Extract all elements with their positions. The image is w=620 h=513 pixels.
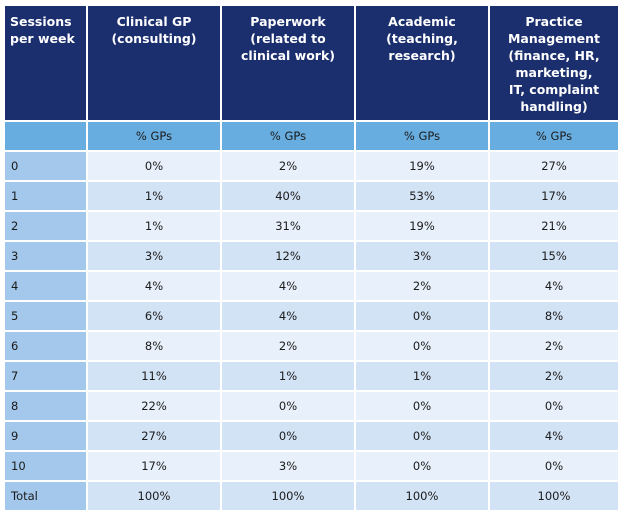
row-header-cell: 10 bbox=[5, 452, 86, 480]
row-header-cell: 4 bbox=[5, 272, 86, 300]
table-cell: 0% bbox=[490, 452, 618, 480]
row-header-cell: 8 bbox=[5, 392, 86, 420]
table-cell: 0% bbox=[356, 392, 488, 420]
table-cell: 0% bbox=[88, 152, 220, 180]
table-cell: 0% bbox=[222, 392, 354, 420]
table-row: 4 4% 4% 2% 4% bbox=[5, 272, 618, 300]
table-cell: 12% bbox=[222, 242, 354, 270]
table-cell: 1% bbox=[222, 362, 354, 390]
table-row: 10 17% 3% 0% 0% bbox=[5, 452, 618, 480]
table-cell: 0% bbox=[222, 422, 354, 450]
table-row: 9 27% 0% 0% 4% bbox=[5, 422, 618, 450]
header-text: Sessions per week bbox=[10, 14, 75, 46]
table-cell: 100% bbox=[356, 482, 488, 510]
column-header: Academic (teaching, research) bbox=[356, 6, 488, 120]
table-cell: 19% bbox=[356, 152, 488, 180]
table-row: 1 1% 40% 53% 17% bbox=[5, 182, 618, 210]
table-cell: 2% bbox=[222, 152, 354, 180]
row-header-cell: 1 bbox=[5, 182, 86, 210]
table-cell: 21% bbox=[490, 212, 618, 240]
table-cell: 11% bbox=[88, 362, 220, 390]
row-header-cell: 5 bbox=[5, 302, 86, 330]
table-cell: 2% bbox=[356, 272, 488, 300]
table-cell: 3% bbox=[222, 452, 354, 480]
table-cell: 1% bbox=[88, 182, 220, 210]
table-cell: 53% bbox=[356, 182, 488, 210]
table-row: 0 0% 2% 19% 27% bbox=[5, 152, 618, 180]
row-header-cell: 0 bbox=[5, 152, 86, 180]
table-cell: 17% bbox=[88, 452, 220, 480]
row-header-cell: Total bbox=[5, 482, 86, 510]
row-header-cell: 6 bbox=[5, 332, 86, 360]
table-cell: 27% bbox=[490, 152, 618, 180]
table-cell: 0% bbox=[356, 332, 488, 360]
table-row: Total 100% 100% 100% 100% bbox=[5, 482, 618, 510]
table-cell: 27% bbox=[88, 422, 220, 450]
table-cell: 0% bbox=[490, 392, 618, 420]
table-cell: 6% bbox=[88, 302, 220, 330]
table-cell: 1% bbox=[356, 362, 488, 390]
header-text: Practice Management (finance, HR, market… bbox=[507, 14, 600, 114]
row-header-cell: 2 bbox=[5, 212, 86, 240]
table-cell: 4% bbox=[490, 272, 618, 300]
table-cell: 4% bbox=[490, 422, 618, 450]
header-text: Paperwork (related to clinical work) bbox=[241, 14, 335, 63]
subheader-cell bbox=[5, 122, 86, 150]
table-cell: 15% bbox=[490, 242, 618, 270]
table-cell: 22% bbox=[88, 392, 220, 420]
subheader-row: % GPs % GPs % GPs % GPs bbox=[5, 122, 618, 150]
sessions-table: Sessions per week Clinical GP (consultin… bbox=[3, 4, 620, 512]
table-cell: 4% bbox=[222, 272, 354, 300]
table-cell: 40% bbox=[222, 182, 354, 210]
header-text: Clinical GP (consulting) bbox=[111, 14, 197, 46]
table-cell: 2% bbox=[490, 332, 618, 360]
subheader-cell: % GPs bbox=[490, 122, 618, 150]
subheader-cell: % GPs bbox=[356, 122, 488, 150]
table-row: 2 1% 31% 19% 21% bbox=[5, 212, 618, 240]
table-cell: 0% bbox=[356, 452, 488, 480]
table-row: 5 6% 4% 0% 8% bbox=[5, 302, 618, 330]
table-cell: 8% bbox=[88, 332, 220, 360]
column-header: Practice Management (finance, HR, market… bbox=[490, 6, 618, 120]
row-header-cell: 3 bbox=[5, 242, 86, 270]
row-header-cell: 9 bbox=[5, 422, 86, 450]
column-header: Clinical GP (consulting) bbox=[88, 6, 220, 120]
table-cell: 2% bbox=[490, 362, 618, 390]
row-header-cell: 7 bbox=[5, 362, 86, 390]
table-cell: 100% bbox=[222, 482, 354, 510]
table-cell: 4% bbox=[88, 272, 220, 300]
table-cell: 31% bbox=[222, 212, 354, 240]
table-cell: 0% bbox=[356, 302, 488, 330]
subheader-cell: % GPs bbox=[88, 122, 220, 150]
header-row: Sessions per week Clinical GP (consultin… bbox=[5, 6, 618, 120]
table-cell: 19% bbox=[356, 212, 488, 240]
table-row: 7 11% 1% 1% 2% bbox=[5, 362, 618, 390]
table-row: 6 8% 2% 0% 2% bbox=[5, 332, 618, 360]
table-cell: 3% bbox=[88, 242, 220, 270]
table-cell: 1% bbox=[88, 212, 220, 240]
table-cell: 3% bbox=[356, 242, 488, 270]
table-cell: 0% bbox=[356, 422, 488, 450]
table-cell: 100% bbox=[88, 482, 220, 510]
table-cell: 100% bbox=[490, 482, 618, 510]
header-text: Academic (teaching, research) bbox=[386, 14, 458, 63]
table-cell: 2% bbox=[222, 332, 354, 360]
table-cell: 8% bbox=[490, 302, 618, 330]
table-row: 8 22% 0% 0% 0% bbox=[5, 392, 618, 420]
subheader-cell: % GPs bbox=[222, 122, 354, 150]
table-row: 3 3% 12% 3% 15% bbox=[5, 242, 618, 270]
column-header: Sessions per week bbox=[5, 6, 86, 120]
table-cell: 4% bbox=[222, 302, 354, 330]
column-header: Paperwork (related to clinical work) bbox=[222, 6, 354, 120]
table-cell: 17% bbox=[490, 182, 618, 210]
